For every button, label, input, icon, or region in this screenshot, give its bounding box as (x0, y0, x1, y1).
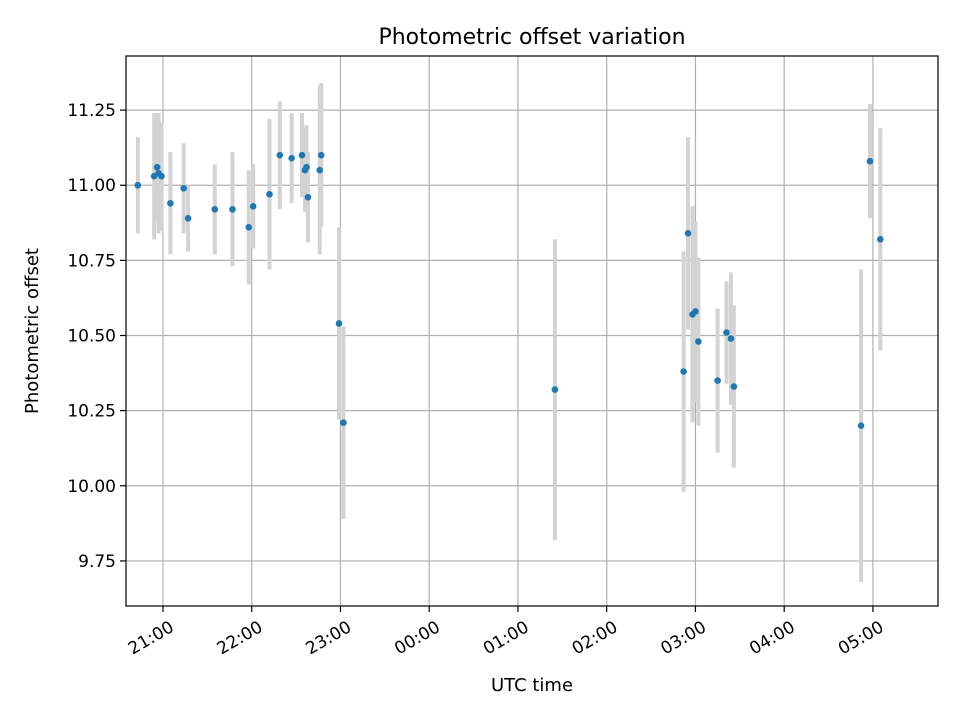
data-point (714, 377, 721, 384)
y-tick-label: 10.25 (67, 402, 116, 422)
data-point (304, 193, 312, 201)
points (134, 151, 884, 429)
data-point (245, 224, 253, 231)
data-point (158, 172, 165, 180)
grid (126, 56, 938, 606)
data-point (551, 386, 559, 393)
data-point (730, 383, 738, 390)
data-point (249, 202, 257, 210)
data-point (866, 157, 874, 165)
data-point (335, 320, 343, 327)
y-tick-label: 10.75 (67, 251, 116, 271)
data-point (184, 214, 192, 222)
data-point (316, 166, 324, 174)
data-point (317, 151, 325, 159)
y-tick-label: 9.75 (78, 552, 116, 572)
data-point (857, 422, 865, 429)
data-point (167, 199, 174, 207)
y-axis-ticks: 9.75 10.00 10.25 10.50 10.75 11.00 11.25 (67, 101, 126, 572)
y-tick-label: 10.50 (67, 327, 116, 347)
data-point (340, 419, 347, 426)
plot-frame (125, 55, 939, 607)
data-point (695, 338, 702, 345)
data-point (288, 154, 295, 162)
data-point (266, 190, 273, 198)
data-point (723, 329, 730, 336)
y-tick-label: 10.00 (67, 477, 116, 497)
data-point (298, 151, 306, 159)
data-point (153, 163, 161, 171)
y-tick-label: 11.00 (67, 176, 116, 196)
data-point (692, 308, 699, 315)
chart-title: Photometric offset variation (378, 25, 685, 50)
data-point (276, 151, 284, 159)
data-point (680, 368, 687, 375)
y-axis-label: Photometric offset (22, 248, 43, 414)
data-point (727, 335, 735, 342)
data-point (180, 184, 187, 192)
data-point (229, 205, 236, 213)
y-tick-label: 11.25 (67, 101, 116, 121)
data-point (211, 205, 219, 213)
data-point (303, 163, 310, 171)
x-axis-label: UTC time (491, 675, 573, 696)
data-point (877, 236, 884, 243)
data-point (134, 181, 142, 189)
data-point (684, 230, 692, 237)
